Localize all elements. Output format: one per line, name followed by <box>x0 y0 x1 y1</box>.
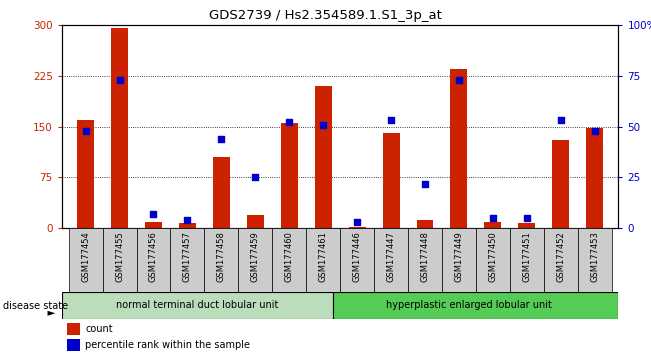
Bar <box>450 69 467 228</box>
Bar <box>442 228 476 292</box>
Text: GSM177457: GSM177457 <box>183 232 192 282</box>
Bar <box>306 228 340 292</box>
Bar <box>111 28 128 228</box>
Bar <box>238 228 272 292</box>
Bar <box>68 338 79 350</box>
Text: disease state: disease state <box>3 301 68 311</box>
Text: GSM177460: GSM177460 <box>284 232 294 282</box>
Point <box>590 128 600 133</box>
Bar <box>552 140 569 228</box>
Text: hyperplastic enlarged lobular unit: hyperplastic enlarged lobular unit <box>386 300 552 310</box>
Bar <box>577 228 612 292</box>
Bar <box>247 215 264 228</box>
Point <box>521 215 532 221</box>
Text: GSM177453: GSM177453 <box>590 232 599 282</box>
Text: GSM177455: GSM177455 <box>115 232 124 282</box>
Bar <box>417 220 434 228</box>
Bar <box>68 228 103 292</box>
Point <box>386 118 396 123</box>
Bar <box>103 228 137 292</box>
Polygon shape <box>48 311 55 316</box>
Bar <box>145 222 162 228</box>
Bar <box>171 228 204 292</box>
Text: GSM177458: GSM177458 <box>217 232 226 282</box>
Bar <box>476 228 510 292</box>
Text: percentile rank within the sample: percentile rank within the sample <box>85 339 250 350</box>
Text: normal terminal duct lobular unit: normal terminal duct lobular unit <box>117 300 279 310</box>
Bar <box>213 157 230 228</box>
Bar <box>281 123 298 228</box>
Point <box>80 128 90 133</box>
Bar <box>383 133 400 228</box>
Bar <box>204 228 238 292</box>
Point <box>182 217 193 223</box>
Bar <box>77 120 94 228</box>
Text: GSM177456: GSM177456 <box>149 232 158 282</box>
Text: GSM177454: GSM177454 <box>81 232 90 282</box>
Bar <box>349 227 366 228</box>
Bar <box>179 223 196 228</box>
Point <box>115 77 125 82</box>
Text: GSM177446: GSM177446 <box>353 232 361 282</box>
Point <box>318 122 328 127</box>
Point <box>284 120 294 125</box>
Point <box>216 136 227 142</box>
Text: GSM177451: GSM177451 <box>522 232 531 282</box>
Point <box>352 219 363 225</box>
Bar <box>272 228 306 292</box>
Point <box>420 181 430 186</box>
Point <box>454 77 464 82</box>
Bar <box>62 292 333 319</box>
Bar <box>68 322 79 335</box>
Text: GDS2739 / Hs2.354589.1.S1_3p_at: GDS2739 / Hs2.354589.1.S1_3p_at <box>209 9 442 22</box>
Bar <box>518 223 535 228</box>
Bar <box>137 228 171 292</box>
Bar <box>484 222 501 228</box>
Text: GSM177450: GSM177450 <box>488 232 497 282</box>
Text: GSM177452: GSM177452 <box>556 232 565 282</box>
Text: GSM177461: GSM177461 <box>319 232 327 282</box>
Bar <box>586 128 603 228</box>
Text: GSM177449: GSM177449 <box>454 232 464 282</box>
Bar <box>314 86 331 228</box>
Point <box>488 215 498 221</box>
Point <box>250 175 260 180</box>
Text: GSM177447: GSM177447 <box>387 232 396 282</box>
Text: count: count <box>85 324 113 334</box>
Text: GSM177459: GSM177459 <box>251 232 260 282</box>
Bar <box>510 228 544 292</box>
Bar <box>333 292 618 319</box>
Bar <box>340 228 374 292</box>
Bar <box>408 228 442 292</box>
Text: GSM177448: GSM177448 <box>421 232 430 282</box>
Point <box>555 118 566 123</box>
Point <box>148 211 159 217</box>
Bar <box>544 228 577 292</box>
Bar <box>374 228 408 292</box>
